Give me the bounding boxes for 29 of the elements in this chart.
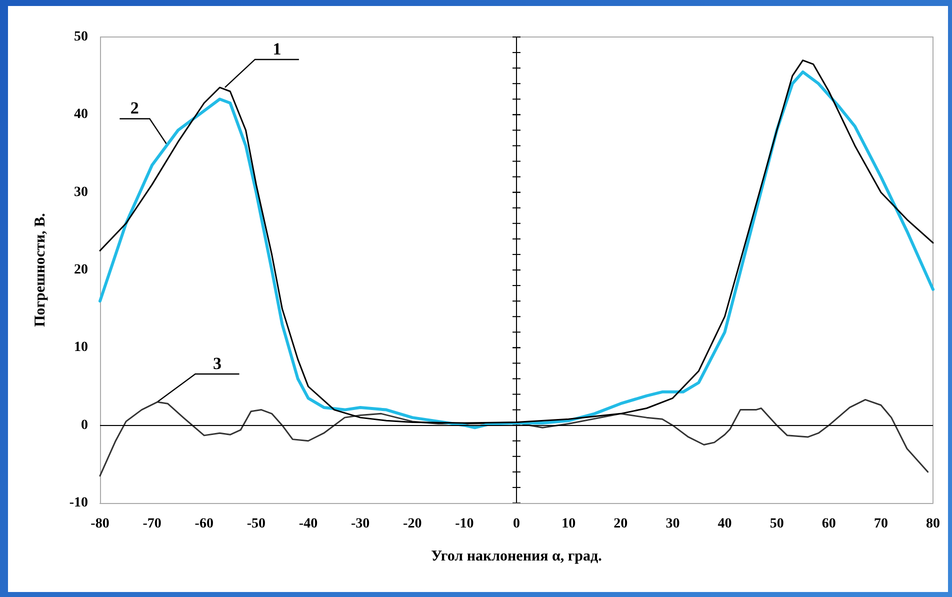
x-tick-label: 70 [874, 516, 888, 532]
x-tick-label: 0 [513, 516, 520, 532]
y-tick-label: 10 [74, 340, 88, 356]
x-tick-label: -20 [403, 516, 422, 532]
x-tick-label: 40 [718, 516, 732, 532]
x-tick-label: -60 [194, 516, 214, 532]
x-tick-label: -50 [246, 516, 266, 532]
x-tick-label: -80 [90, 516, 110, 532]
x-tick-label: -30 [350, 516, 370, 532]
x-tick-label: -70 [142, 516, 162, 532]
x-tick-label: 50 [770, 516, 784, 532]
x-tick-label: 60 [822, 516, 836, 532]
y-tick-label: 20 [74, 262, 88, 278]
y-tick-label: 0 [81, 418, 88, 433]
y-tick-label: -10 [69, 496, 88, 510]
x-tick-label: -10 [455, 516, 474, 532]
x-tick-label: 20 [614, 516, 628, 532]
annotation: 2 [130, 98, 139, 118]
x-tick-label: 30 [666, 516, 680, 532]
x-axis-title: Угол наклонения α, град. [431, 548, 602, 564]
x-tick-label: -40 [298, 516, 318, 532]
y-tick-label: 30 [74, 184, 88, 200]
y-axis-title: Погрешности, В. [32, 212, 48, 327]
x-tick-label: 80 [926, 516, 940, 532]
annotation: 3 [213, 354, 222, 374]
x-tick-label: 10 [562, 516, 576, 532]
y-tick-label: 50 [74, 30, 88, 44]
annotation: 1 [272, 39, 282, 58]
y-tick-label: 40 [74, 107, 88, 122]
